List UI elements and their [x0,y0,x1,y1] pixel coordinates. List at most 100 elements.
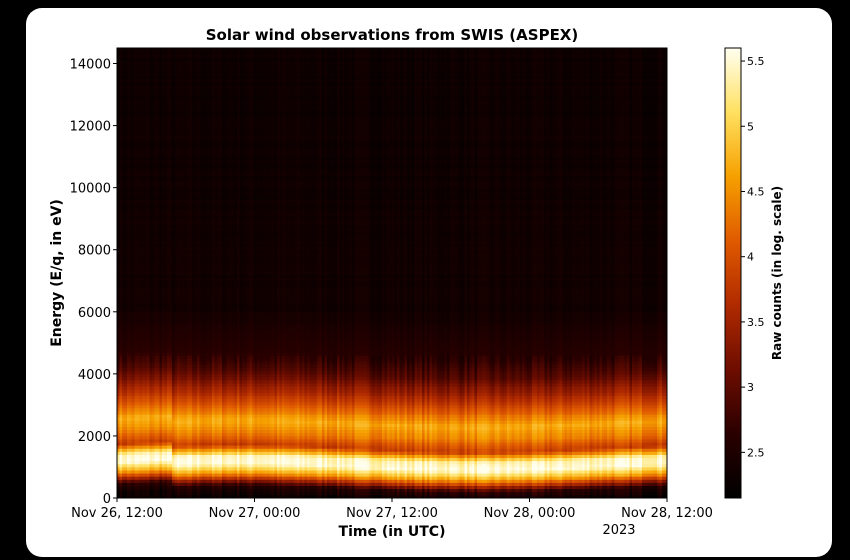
heatmap-cell [192,200,195,204]
heatmap-cell [187,193,190,198]
heatmap-cell [174,470,178,474]
heatmap-cell [197,60,200,64]
heatmap-cell [137,150,140,154]
heatmap-cell [194,181,198,185]
heatmap-cell [132,318,135,322]
heatmap-cell [197,218,200,223]
heatmap-cell [199,445,203,449]
heatmap-cell [144,482,148,486]
heatmap-cell [139,85,143,89]
heatmap-cell [137,60,140,64]
heatmap-cell [144,172,148,176]
heatmap-cell [194,265,198,269]
heatmap-cell [194,212,198,216]
heatmap-cell [187,215,190,220]
heatmap-cell [192,265,195,269]
heatmap-cell [127,324,130,328]
heatmap-cell [142,51,145,55]
heatmap-cell [142,97,145,102]
heatmap-cell [129,262,133,266]
heatmap-cell [119,106,123,111]
heatmap-cell [144,373,148,378]
heatmap-cell [197,432,200,437]
heatmap-cell [167,358,170,362]
heatmap-cell [187,79,190,83]
heatmap-cell [192,57,195,61]
heatmap-cell [142,470,145,474]
heatmap-cell [192,336,195,341]
heatmap-cell [202,324,205,328]
heatmap-cell [154,491,158,496]
heatmap-cell [134,370,138,375]
heatmap-cell [152,172,155,176]
heatmap-cell [194,209,198,213]
heatmap-cell [157,308,160,313]
heatmap-cell [194,463,198,468]
heatmap-cell [184,178,188,182]
heatmap-cell [192,352,195,356]
heatmap-cell [177,414,180,418]
heatmap-cell [154,172,158,176]
heatmap-cell [127,221,130,226]
heatmap-cell [172,417,175,421]
heatmap-cell [182,196,185,201]
heatmap-cell [142,113,145,117]
heatmap-cell [162,333,165,338]
heatmap-cell [127,302,130,306]
heatmap-cell [152,138,155,142]
heatmap-cell [192,175,195,179]
heatmap-cell [127,305,130,310]
heatmap-cell [199,488,203,493]
heatmap-cell [129,249,133,254]
heatmap-cell [184,69,188,74]
heatmap-cell [129,491,133,496]
heatmap-cell [172,131,175,136]
heatmap-cell [182,386,185,390]
heatmap-cell [184,445,188,449]
heatmap-cell [189,196,193,201]
heatmap-cell [187,128,190,133]
heatmap-cell [174,113,178,117]
heatmap-cell [154,358,158,362]
heatmap-cell [174,411,178,415]
heatmap-cell [179,206,183,210]
heatmap-cell [147,187,150,192]
heatmap-cell [137,212,140,216]
heatmap-cell [132,349,135,353]
heatmap-cell [179,308,183,313]
heatmap-cell [154,373,158,378]
heatmap-cell [119,259,123,263]
heatmap-cell [167,386,170,390]
heatmap-cell [144,159,148,164]
heatmap-cell [197,215,200,220]
heatmap-cell [132,314,135,319]
heatmap-cell [139,51,143,55]
heatmap-cell [154,414,158,418]
heatmap-cell [164,417,168,421]
heatmap-cell [197,57,200,61]
heatmap-cell [197,125,200,130]
heatmap-cell [149,209,153,213]
heatmap-cell [149,426,153,431]
heatmap-cell [197,187,200,192]
heatmap-cell [127,383,130,387]
heatmap-cell [189,355,193,359]
heatmap-cell [177,262,180,266]
heatmap-cell [157,110,160,114]
heatmap-cell [192,178,195,182]
heatmap-cell [134,454,138,459]
heatmap-cell [192,271,195,275]
heatmap-cell [149,246,153,251]
heatmap-cell [182,311,185,316]
heatmap-cell [169,246,173,251]
heatmap-cell [147,420,150,424]
heatmap-cell [199,85,203,89]
heatmap-cell [174,318,178,322]
heatmap-cell [137,314,140,319]
heatmap-cell [199,426,203,431]
heatmap-cell [117,420,120,424]
heatmap-cell [194,479,198,483]
heatmap-cell [189,141,193,145]
heatmap-cell [132,134,135,139]
heatmap-cell [122,165,125,170]
